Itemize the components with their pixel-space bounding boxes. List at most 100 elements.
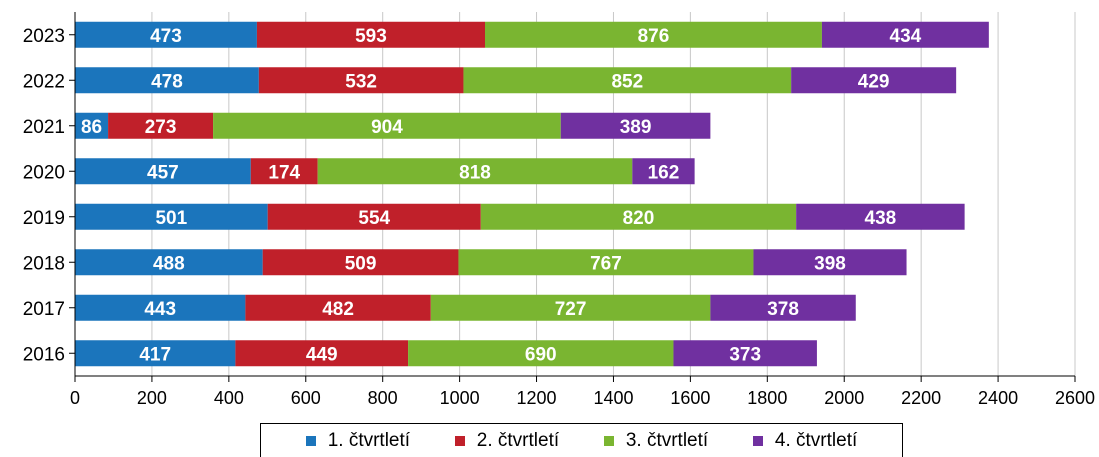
data-label: 162 (648, 162, 680, 183)
bar-segment (75, 67, 259, 94)
bar-segment (75, 112, 109, 139)
data-label: 434 (890, 26, 922, 47)
legend-item: 3. čtvrtletí (603, 429, 709, 452)
x-tick-label: 800 (368, 388, 398, 408)
x-tick-label: 600 (291, 388, 321, 408)
y-tick-label: 2016 (23, 344, 65, 365)
x-tick-label: 1600 (670, 388, 710, 408)
x-tick-label: 2200 (901, 388, 941, 408)
bar-segment (75, 340, 236, 367)
x-tick-label: 2400 (978, 388, 1018, 408)
bar-segment (710, 294, 856, 321)
data-label: 438 (865, 208, 897, 229)
bar-segment (796, 203, 965, 230)
y-tick-label: 2023 (23, 26, 65, 47)
x-tick-label: 0 (70, 388, 80, 408)
data-label: 876 (638, 26, 670, 47)
data-label: 473 (150, 26, 182, 47)
data-label: 378 (767, 299, 799, 320)
data-label: 820 (623, 208, 655, 229)
data-label: 593 (355, 26, 387, 47)
bar-segment (235, 340, 409, 367)
legend-swatch (603, 435, 614, 446)
legend-swatch (305, 435, 316, 446)
bar-segment (791, 67, 957, 94)
legend-swatch (752, 435, 763, 446)
data-label: 478 (151, 71, 183, 92)
bar-segment (245, 294, 431, 321)
x-tick-label: 200 (137, 388, 167, 408)
bar-segment (632, 158, 695, 185)
bar-segment (560, 112, 711, 139)
legend-label: 2. čtvrtletí (476, 429, 560, 451)
bar-segment (75, 249, 263, 276)
bar-segment (262, 249, 459, 276)
legend-item: 2. čtvrtletí (454, 429, 560, 452)
bar-segment (108, 112, 214, 139)
data-label: 501 (155, 208, 187, 229)
bar-segment (485, 21, 822, 48)
legend-item: 1. čtvrtletí (305, 429, 411, 452)
bar-segment (75, 158, 251, 185)
data-label: 727 (555, 299, 587, 320)
bar-segment (673, 340, 817, 367)
data-label: 449 (306, 344, 338, 365)
data-label: 767 (590, 253, 622, 274)
data-label: 389 (620, 117, 652, 138)
x-tick-label: 1200 (517, 388, 557, 408)
bar-segment (75, 294, 246, 321)
bar-segment (75, 21, 257, 48)
data-label: 429 (858, 71, 890, 92)
bar-segment (463, 67, 792, 94)
data-label: 373 (729, 344, 761, 365)
bar-segment (753, 249, 907, 276)
bar-segment (821, 21, 989, 48)
bar-segment (430, 294, 711, 321)
legend-item: 4. čtvrtletí (752, 429, 858, 452)
bar-segment (408, 340, 674, 367)
legend-label: 1. čtvrtletí (327, 429, 411, 451)
data-label: 818 (459, 162, 491, 183)
data-label: 443 (144, 299, 176, 320)
data-label: 509 (345, 253, 377, 274)
x-tick-label: 400 (214, 388, 244, 408)
data-label: 488 (153, 253, 185, 274)
legend: 1. čtvrtletí 2. čtvrtletí 3. čtvrtletí 4. č… (260, 423, 903, 457)
x-tick-label: 2000 (824, 388, 864, 408)
y-tick-label: 2017 (23, 299, 65, 320)
x-tick-label: 1400 (593, 388, 633, 408)
y-tick-label: 2022 (23, 71, 65, 92)
bar-segment (458, 249, 754, 276)
x-tick-label: 1000 (440, 388, 480, 408)
data-label: 532 (345, 71, 377, 92)
data-label: 398 (814, 253, 846, 274)
y-tick-label: 2019 (23, 208, 65, 229)
y-tick-label: 2018 (23, 253, 65, 274)
legend-swatch (454, 435, 465, 446)
data-label: 852 (611, 71, 643, 92)
data-label: 273 (145, 117, 177, 138)
data-label: 86 (81, 117, 102, 138)
legend-label: 3. čtvrtletí (625, 429, 709, 451)
data-label: 690 (525, 344, 557, 365)
stacked-bar-chart: 0 200 400 600 800 1000 1200 1400 1600 1800 2000 220… (23, 12, 1095, 408)
data-label: 554 (358, 208, 390, 229)
y-tick-label: 2020 (23, 162, 65, 183)
x-tick-label: 2600 (1055, 388, 1095, 408)
y-tick-label: 2021 (23, 117, 65, 138)
bar-segment (480, 203, 797, 230)
data-label: 174 (268, 162, 300, 183)
bar-segment (256, 21, 485, 48)
data-label: 417 (139, 344, 171, 365)
bar-segment (250, 158, 318, 185)
bar-segment (317, 158, 633, 185)
x-tick-label: 1800 (747, 388, 787, 408)
data-label: 482 (322, 299, 354, 320)
data-label: 457 (147, 162, 179, 183)
bar-segment (213, 112, 561, 139)
legend-label: 4. čtvrtletí (774, 429, 858, 451)
bar-segment (75, 203, 268, 230)
data-label: 904 (371, 117, 403, 138)
bar-segment (258, 67, 464, 94)
bar-segment (267, 203, 481, 230)
